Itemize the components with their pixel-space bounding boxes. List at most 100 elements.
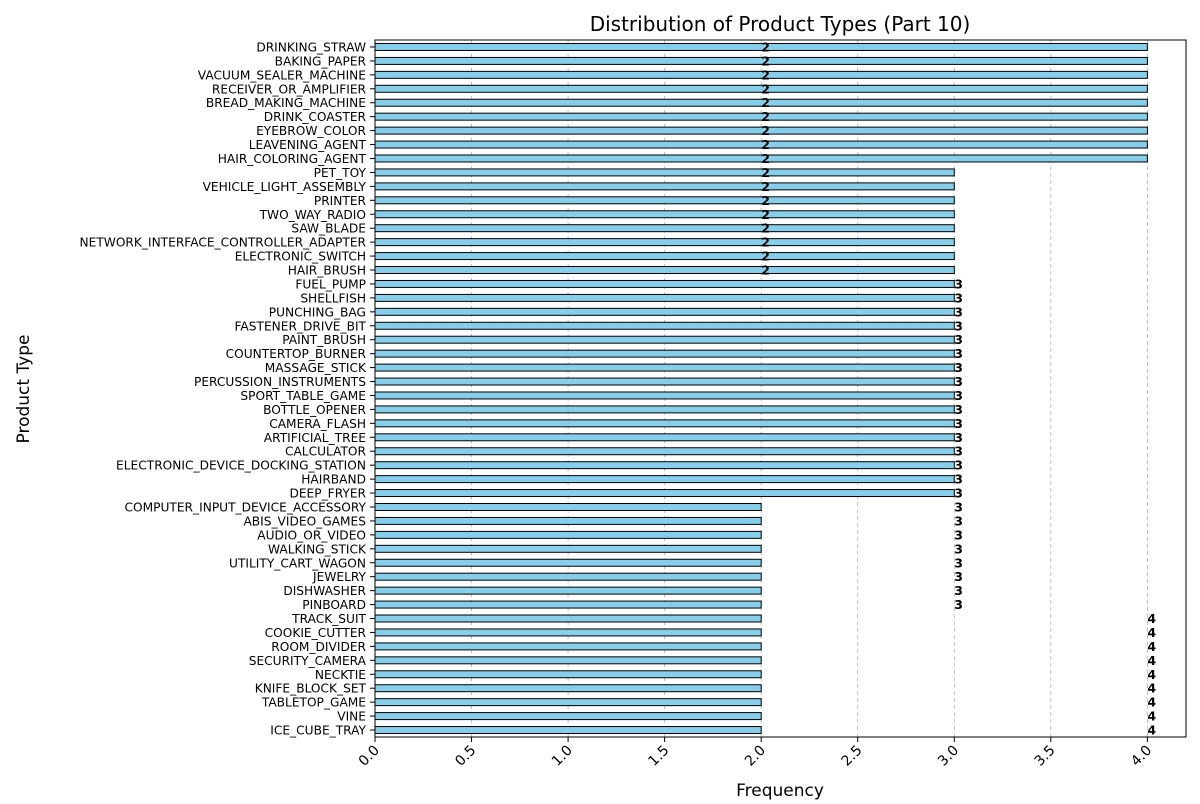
data-label: 2: [761, 179, 770, 194]
bar: [374, 530, 762, 539]
y-tick-label: VEHICLE_LIGHT_ASSEMBLY: [203, 180, 367, 194]
y-tick-label: PUNCHING_BAG: [269, 305, 366, 319]
y-tick-label: BAKING_PAPER: [275, 54, 367, 68]
x-tick-label: 0.5: [452, 743, 479, 770]
data-label: 3: [954, 444, 963, 459]
y-tick-label: BOTTLE_OPENER: [263, 403, 366, 417]
y-tick-label: CALCULATOR: [285, 445, 367, 459]
y-tick-label: COUNTERTOP_BURNER: [226, 347, 367, 361]
bar: [374, 419, 955, 428]
y-tick-label: UTILITY_CART_WAGON: [229, 556, 366, 570]
y-tick-label: CAMERA_FLASH: [269, 417, 366, 431]
data-label: 2: [761, 95, 770, 110]
data-label: 4: [1147, 653, 1156, 668]
y-tick-label: DEEP_FRYER: [289, 487, 366, 501]
data-label: 3: [954, 513, 963, 528]
y-tick-labels: DRINKING_STRAWBAKING_PAPERVACUUM_SEALER_…: [80, 40, 375, 738]
bar: [374, 377, 955, 386]
bar: [374, 614, 762, 623]
data-label: 2: [761, 207, 770, 222]
y-tick-label: COOKIE_CUTTER: [265, 626, 367, 640]
bar: [374, 335, 955, 344]
bar: [374, 670, 762, 679]
y-tick-label: ARTIFICIAL_TREE: [264, 431, 366, 445]
y-tick-label: ELECTRONIC_DEVICE_DOCKING_STATION: [116, 459, 366, 473]
data-label: 3: [954, 458, 963, 473]
y-tick-label: JEWELRY: [312, 570, 367, 584]
bar: [374, 503, 762, 511]
data-label: 4: [1147, 695, 1156, 710]
data-label: 2: [761, 165, 770, 180]
x-axis-label: Frequency: [736, 781, 824, 800]
y-tick-label: RECEIVER_OR_AMPLIFIER: [212, 82, 367, 96]
data-label: 3: [954, 597, 963, 612]
data-label: 2: [761, 53, 770, 68]
bar: [374, 656, 762, 665]
y-tick-label: TWO_WAY_RADIO: [259, 208, 366, 222]
y-tick-label: SAW_BLADE: [291, 222, 366, 236]
y-tick-label: DRINKING_STRAW: [256, 40, 366, 54]
bar: [374, 642, 762, 651]
plot-frame: [374, 39, 1187, 738]
bar: [374, 516, 762, 525]
y-tick-label: KNIFE_BLOCK_SET: [255, 682, 367, 696]
bars: [374, 42, 1148, 735]
y-tick-label: DRINK_COASTER: [264, 110, 367, 124]
x-tick-label: 3.0: [935, 743, 962, 770]
x-tick-labels: 0.0 0.5 1.0 1.5 2.0 2.5 3.0 3.5 4.0: [356, 737, 1155, 770]
data-label: 4: [1147, 667, 1156, 682]
data-label: 4: [1147, 723, 1156, 738]
y-tick-label: PET_TOY: [314, 166, 367, 180]
data-label: 2: [761, 137, 770, 152]
y-tick-label: ELECTRONIC_SWITCH: [235, 250, 366, 264]
bar: [374, 168, 955, 177]
bar: [374, 210, 955, 219]
data-label: 3: [954, 472, 963, 487]
data-label: 2: [761, 263, 770, 278]
y-tick-label: TABLETOP_GAME: [261, 696, 366, 710]
bar: [374, 405, 955, 414]
data-label: 2: [761, 151, 770, 166]
data-label: 3: [954, 583, 963, 598]
bar: [374, 586, 762, 595]
data-label: 3: [954, 402, 963, 417]
data-label: 2: [761, 193, 770, 208]
bar: [374, 572, 762, 581]
bar: [374, 544, 762, 553]
data-label: 3: [954, 499, 963, 514]
data-label: 3: [954, 541, 963, 556]
data-label: 3: [954, 416, 963, 431]
data-label: 3: [954, 430, 963, 445]
data-label: 3: [954, 388, 963, 403]
bar: [374, 447, 955, 456]
data-label: 3: [954, 304, 963, 319]
data-label: 3: [954, 332, 963, 347]
data-label: 3: [954, 290, 963, 305]
y-tick-label: HAIR_BRUSH: [288, 264, 366, 278]
x-tick-label: 1.5: [645, 743, 672, 770]
bar: [374, 293, 955, 302]
data-label: 3: [954, 374, 963, 389]
data-label: 4: [1147, 611, 1156, 626]
bar: [374, 628, 762, 637]
x-tick-label: 0.0: [356, 743, 383, 770]
y-axis-label: Product Type: [14, 335, 34, 444]
y-tick-label: COMPUTER_INPUT_DEVICE_ACCESSORY: [125, 500, 367, 514]
y-tick-label: SECURITY_CAMERA: [249, 654, 367, 668]
data-label: 2: [761, 109, 770, 124]
y-tick-label: DISHWASHER: [283, 584, 366, 598]
bar: [374, 726, 762, 735]
bar: [374, 307, 955, 316]
y-tick-label: PRINTER: [314, 194, 367, 208]
bar: [374, 712, 762, 721]
bar: [374, 196, 955, 205]
bar: [374, 279, 955, 288]
data-label: 3: [954, 555, 963, 570]
data-label: 2: [761, 67, 770, 82]
y-tick-label: FASTENER_DRIVE_BIT: [235, 319, 367, 333]
y-tick-label: PINBOARD: [302, 598, 366, 612]
bar: [374, 182, 955, 191]
bar: [374, 461, 955, 470]
data-label: 4: [1147, 681, 1156, 696]
